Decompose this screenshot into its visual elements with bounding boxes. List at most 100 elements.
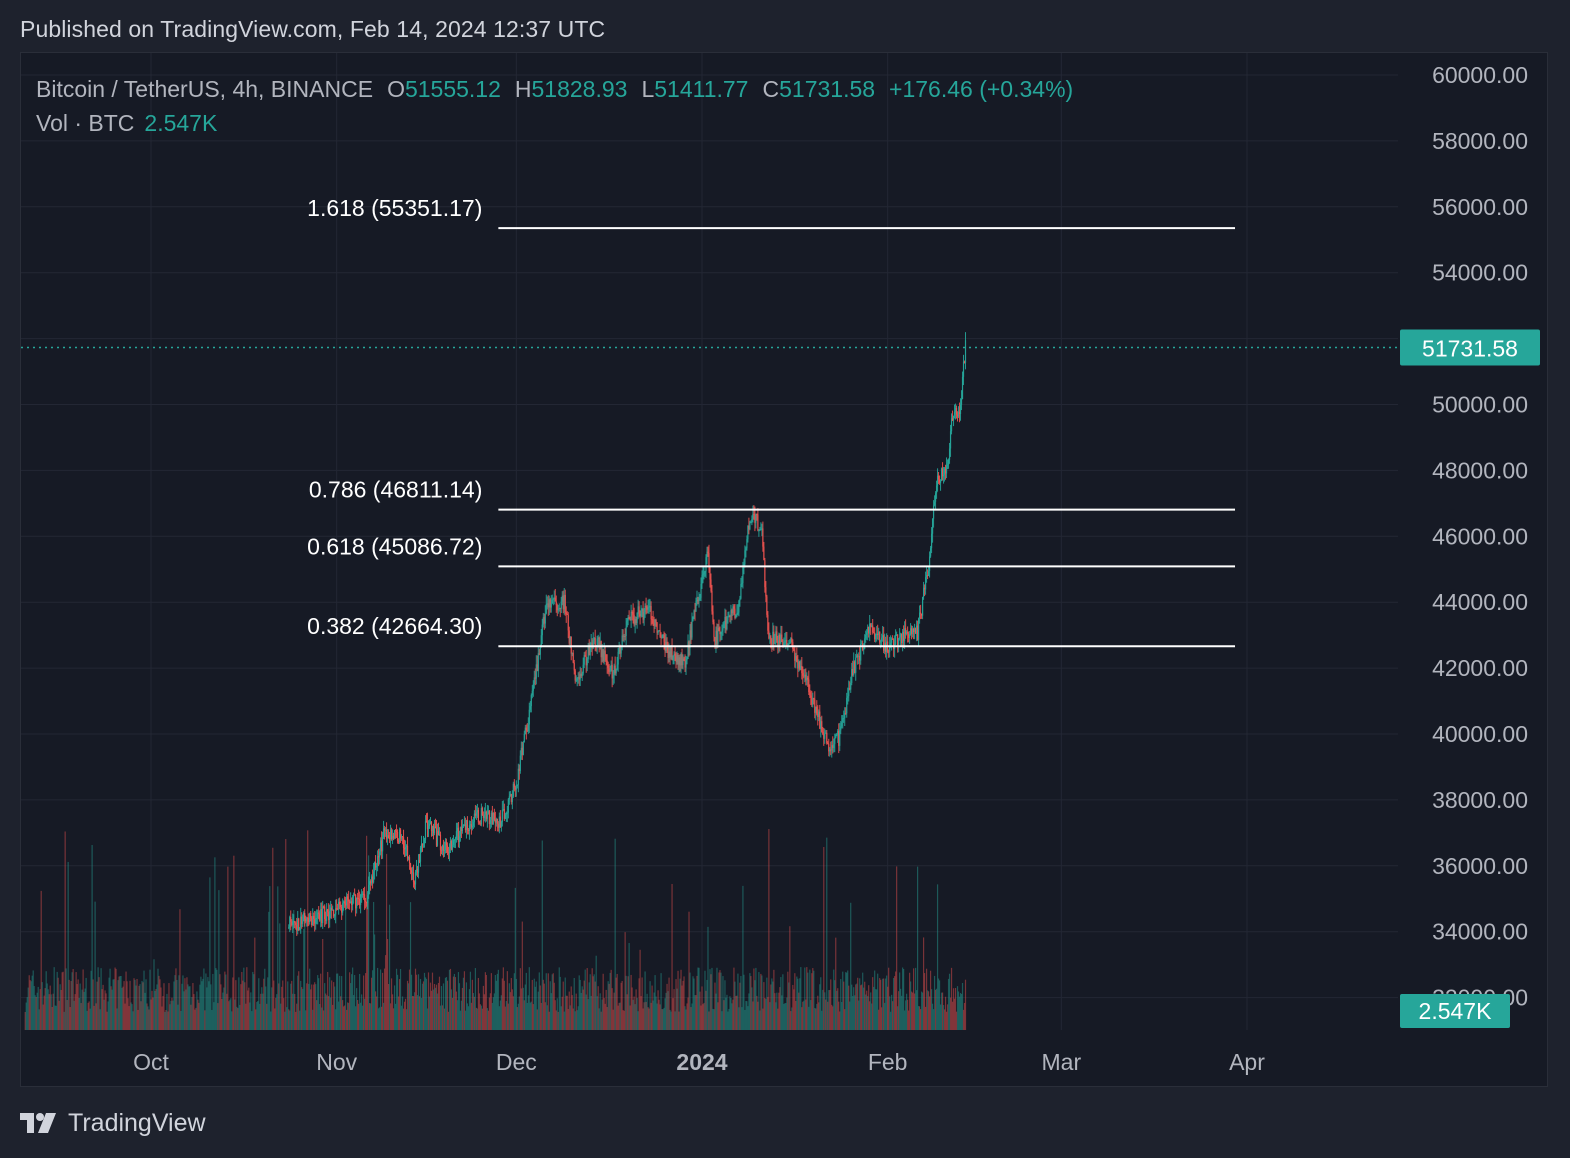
volume-bar [821,1010,823,1030]
volume-bar [264,968,266,1030]
candle-body [644,606,646,612]
candle-body [697,599,699,602]
candle-body [872,625,874,633]
volume-bar [719,970,721,1030]
volume-bar [172,1000,174,1030]
volume-bar [764,997,766,1030]
volume-bar [228,1001,230,1030]
candle-body [418,860,421,862]
volume-bar [199,984,201,1030]
volume-bar [378,1007,381,1030]
volume-bar [701,986,703,1030]
candle-body [539,646,541,655]
candle-body [401,836,404,838]
volume-bar [783,1003,785,1030]
volume-bar [627,976,629,1030]
volume-bar [888,967,890,1030]
candle-body [690,630,692,638]
volume-bar [806,967,808,1030]
volume-bar [363,975,365,1030]
volume-bar [344,1005,346,1030]
fib-levels[interactable]: 1.618 (55351.17)0.786 (46811.14)0.618 (4… [307,195,1236,648]
volume-bar [926,990,929,1030]
volume-bar [721,1011,723,1030]
volume-bar [785,1003,787,1030]
candle-body [703,572,705,575]
candle-body [937,475,940,480]
volume-bar [307,830,309,1030]
volume-bar [289,1010,291,1030]
volume-bar [452,976,455,1030]
tradingview-brand[interactable]: TradingView [20,1106,206,1140]
volume-bar [695,995,697,1030]
volume-bar [325,993,327,1030]
volume-bar [735,995,737,1030]
volume-bar [38,1009,40,1030]
candle-body [395,830,398,833]
volume-bar [285,839,287,1030]
candle-body [324,906,326,920]
volume-bar [312,1009,314,1030]
candle-body [505,812,507,815]
y-tick-label: 46000.00 [1432,523,1528,549]
symbol-name[interactable]: Bitcoin / TetherUS, 4h, BINANCE [36,76,374,102]
candle-body [899,637,901,639]
candle-body [732,606,734,614]
volume-bar [773,969,775,1030]
candle-body [645,606,647,608]
candle-body [958,411,961,415]
volume-bar [26,997,28,1030]
symbol-legend[interactable]: Bitcoin / TetherUS, 4h, BINANCE O51555.12… [36,72,1073,140]
candle-body [964,340,967,363]
candle-body [946,464,949,466]
candle-body [402,837,405,849]
volume-bar [205,973,207,1030]
candle-body [366,902,368,904]
volume-bar [519,968,521,1030]
candle-body [666,641,668,645]
volume-bar [827,1001,829,1030]
volume-bar [756,995,758,1030]
volume-bar [739,982,741,1030]
volume-bar [248,987,250,1030]
candle-body [734,608,736,618]
volume-bar [473,996,476,1030]
volume-bar [487,1010,489,1030]
volume-bar [388,904,391,1030]
volume-bar [709,969,711,1030]
candle-body [341,906,343,913]
candle-body [477,810,480,823]
volume-bar [689,972,691,1030]
volume-bar [642,1008,644,1030]
volume-bar [386,939,389,1030]
candle-body [717,627,719,644]
candle-body [596,638,598,647]
candle-body [427,826,430,830]
candle-body [537,653,539,671]
candle-body [317,912,319,919]
volume-bar [448,969,451,1030]
volume-bar [445,977,448,1030]
candle-body [818,711,820,718]
volume-label[interactable]: Vol · BTC [36,110,135,136]
candle-body [811,697,813,705]
candle-body [904,628,906,642]
volume-bar [889,996,891,1030]
volume-bar [597,986,599,1030]
candle-body [738,600,740,613]
candle-body [827,743,829,745]
chart-pane[interactable] [20,52,1548,1087]
volume-bar [272,847,274,1030]
candle-body [330,907,332,911]
volume-bar [706,979,708,1030]
volume-bar [897,1006,899,1030]
candle-body [598,637,600,646]
candle-body [741,583,743,585]
candle-body [624,636,626,638]
tradingview-logo-icon [20,1113,56,1133]
volume-bar [693,978,695,1030]
candle-body [924,577,927,590]
volume-bar [790,1011,792,1030]
candle-body [608,668,610,672]
